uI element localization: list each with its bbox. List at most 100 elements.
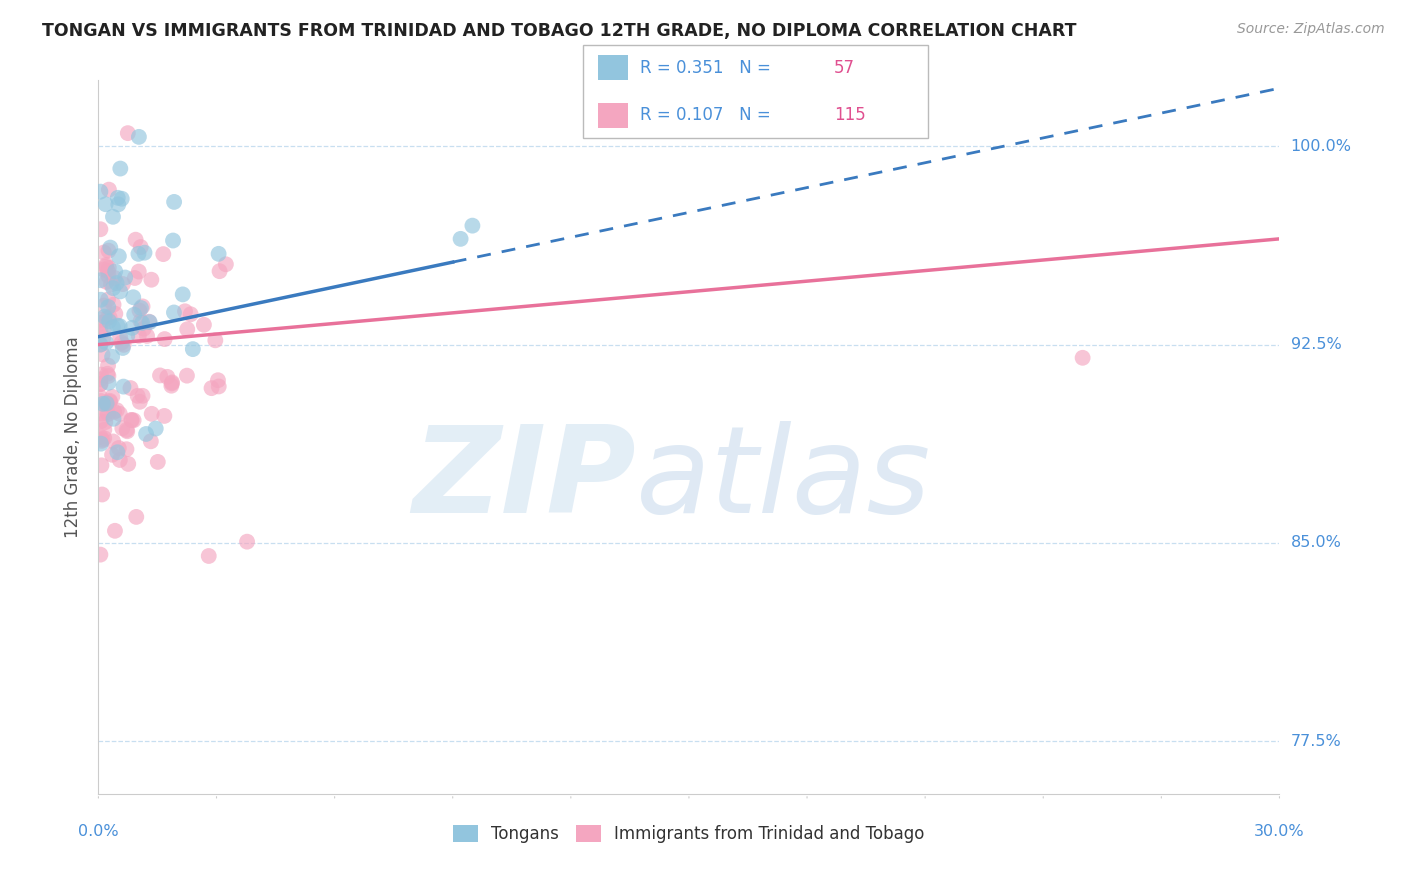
Point — [138, 315, 160, 329]
Point — [97, 260, 120, 275]
Point — [103, 405, 125, 419]
Point — [96, 396, 118, 410]
Point — [128, 394, 150, 409]
Point — [89, 429, 111, 443]
Text: Source: ZipAtlas.com: Source: ZipAtlas.com — [1237, 22, 1385, 37]
Point — [117, 126, 139, 140]
Point — [128, 264, 150, 278]
Point — [141, 273, 163, 287]
Point — [97, 183, 120, 197]
Point — [172, 287, 194, 301]
Point — [146, 455, 169, 469]
Point — [200, 381, 222, 395]
Point — [125, 509, 148, 524]
Point — [89, 185, 111, 199]
Point — [108, 330, 131, 344]
Point — [91, 397, 114, 411]
Point — [117, 457, 139, 471]
Point — [94, 335, 117, 350]
Point — [90, 273, 112, 287]
Point — [176, 322, 198, 336]
Point — [105, 445, 128, 459]
Point — [91, 347, 114, 361]
Point — [121, 321, 143, 335]
Point — [236, 534, 259, 549]
Point — [112, 338, 135, 352]
Point — [176, 368, 198, 383]
Point — [193, 318, 215, 332]
Point — [93, 310, 115, 324]
Point — [122, 413, 145, 427]
Point — [103, 411, 125, 425]
Text: R = 0.351   N =: R = 0.351 N = — [640, 59, 776, 77]
Point — [208, 264, 231, 278]
Point — [97, 293, 120, 307]
Point — [208, 379, 231, 393]
Text: 77.5%: 77.5% — [1291, 733, 1341, 748]
Text: 57: 57 — [834, 59, 855, 77]
Point — [90, 368, 112, 382]
Point — [131, 389, 153, 403]
Point — [107, 441, 129, 455]
Point — [90, 406, 112, 420]
Point — [101, 281, 124, 295]
Point — [124, 271, 146, 285]
Point — [94, 197, 117, 211]
Text: R = 0.107   N =: R = 0.107 N = — [640, 106, 776, 124]
Point — [98, 393, 121, 408]
Point — [111, 421, 134, 435]
Point — [127, 389, 149, 403]
Point — [108, 407, 131, 421]
Point — [461, 219, 484, 233]
Point — [97, 359, 120, 373]
Text: 115: 115 — [834, 106, 866, 124]
Point — [135, 427, 157, 442]
Point — [107, 318, 129, 333]
Point — [131, 316, 153, 330]
Point — [108, 249, 131, 263]
Point — [131, 299, 153, 313]
Point — [89, 377, 111, 392]
Point — [89, 324, 111, 338]
Point — [132, 322, 155, 336]
Point — [89, 391, 111, 405]
Point — [93, 245, 115, 260]
Point — [89, 376, 111, 391]
Point — [89, 372, 111, 386]
Point — [145, 421, 167, 435]
Point — [101, 320, 124, 334]
Point — [93, 423, 115, 437]
Text: 85.0%: 85.0% — [1291, 535, 1341, 550]
Point — [108, 453, 131, 467]
Text: atlas: atlas — [636, 421, 931, 539]
Point — [115, 442, 138, 457]
Point — [108, 319, 131, 334]
Point — [94, 260, 117, 274]
Point — [110, 161, 132, 176]
Point — [94, 415, 117, 429]
Point — [134, 245, 156, 260]
Point — [152, 247, 174, 261]
Point — [90, 434, 112, 448]
Point — [181, 342, 204, 356]
Point — [138, 315, 160, 329]
Point — [97, 376, 120, 390]
Point — [163, 305, 186, 319]
Point — [122, 308, 145, 322]
Legend: Tongans, Immigrants from Trinidad and Tobago: Tongans, Immigrants from Trinidad and To… — [447, 818, 931, 850]
Text: 100.0%: 100.0% — [1291, 139, 1351, 153]
Point — [93, 299, 115, 313]
Point — [115, 424, 138, 438]
Point — [204, 334, 226, 348]
Point — [163, 194, 186, 209]
Point — [124, 233, 146, 247]
Point — [115, 423, 138, 437]
Point — [207, 373, 229, 387]
Text: 30.0%: 30.0% — [1254, 824, 1305, 839]
Point — [160, 378, 183, 392]
Point — [141, 407, 163, 421]
Point — [101, 390, 124, 404]
Point — [90, 436, 112, 450]
Point — [111, 277, 134, 291]
Point — [101, 210, 124, 224]
